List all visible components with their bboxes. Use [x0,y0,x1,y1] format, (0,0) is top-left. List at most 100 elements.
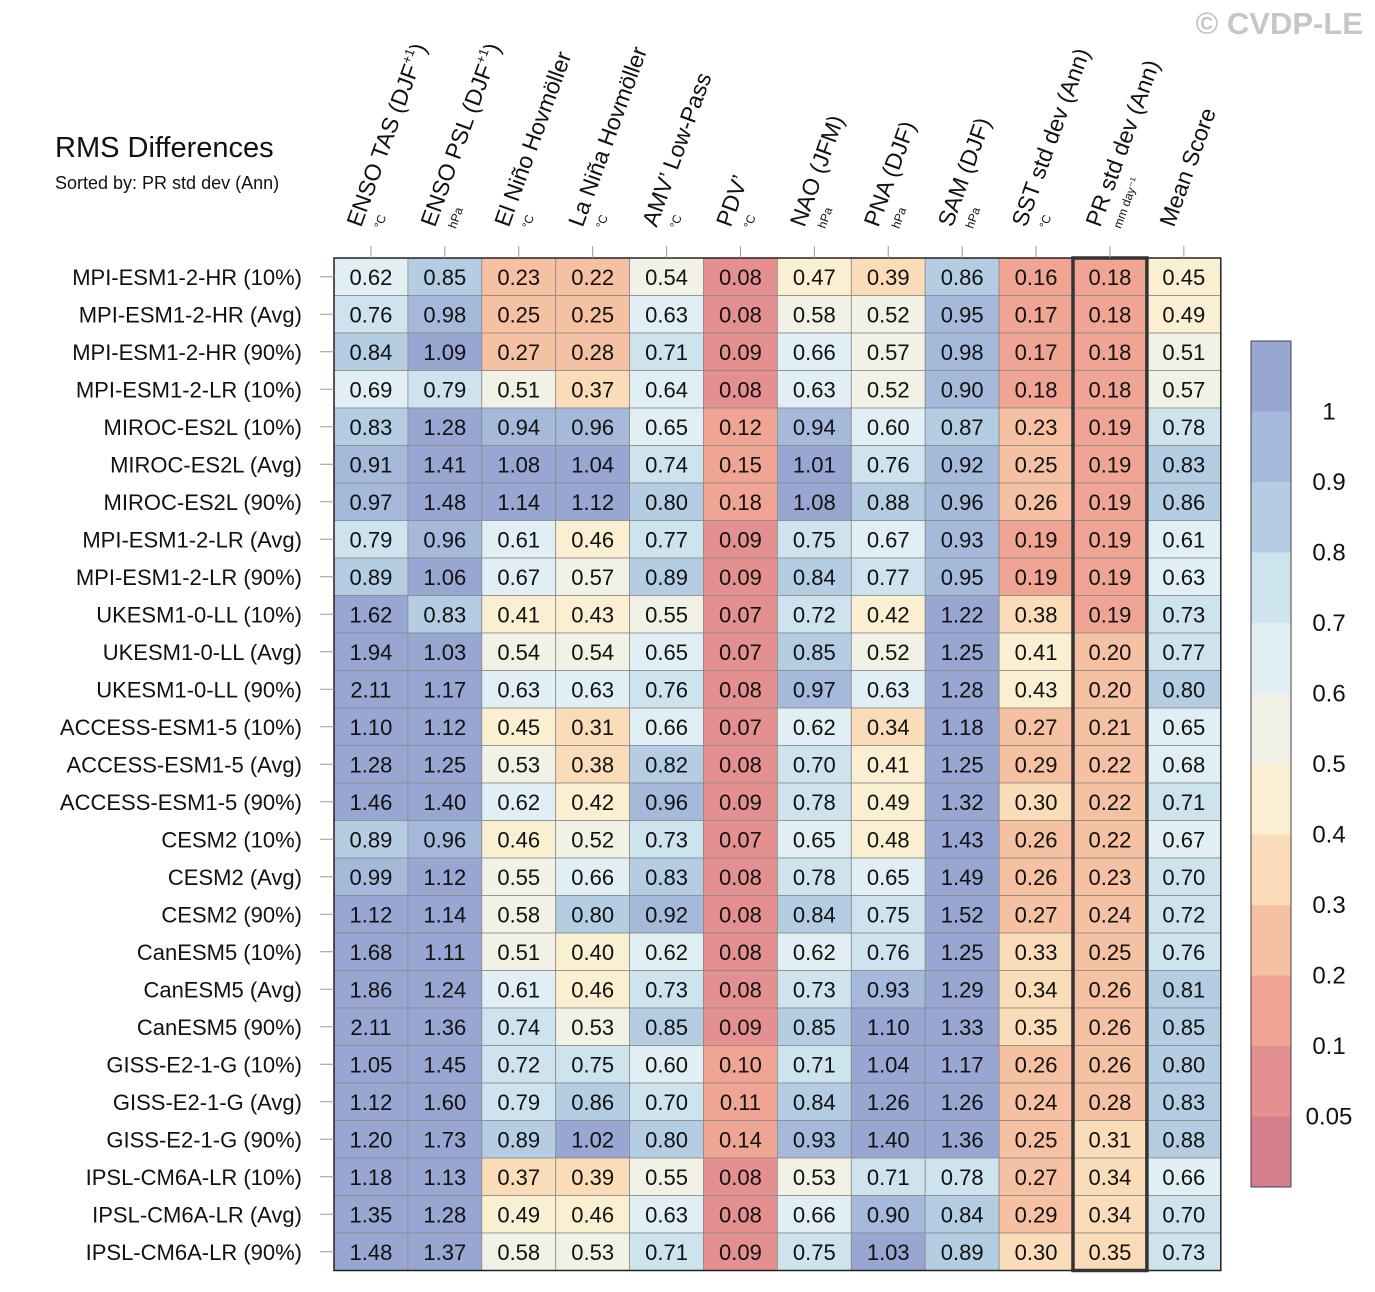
cell-value-label: 0.38 [1015,602,1058,627]
row-label: CanESM5 (Avg) [143,977,302,1002]
heatmap-cell [850,932,926,971]
heatmap-cell [1072,407,1148,446]
heatmap-cell [407,407,483,446]
heatmap-cell [777,932,852,971]
heatmap-cell [629,670,704,709]
cell-value-label: 0.80 [645,490,688,515]
cell-value-label: 1.09 [423,340,466,365]
row-label: GISS-E2-1-G (10%) [106,1052,302,1077]
cell-value-label: 0.40 [571,940,614,965]
heatmap-cell [1072,1082,1148,1121]
cell-value-label: 0.46 [571,527,614,552]
cell-value-label: 0.67 [1162,827,1205,852]
cell-value-label: 0.18 [719,490,762,515]
heatmap-cell [924,520,1000,559]
cell-value-label: 0.53 [571,1240,614,1265]
cell-value-label: 1.10 [867,1015,910,1040]
heatmap-cell [1072,745,1148,784]
cell-value-label: 0.19 [1015,565,1058,590]
heatmap-cell [998,970,1074,1009]
cell-value-label: 0.12 [719,415,762,440]
column-headers: ENSO TAS (DJF+1)°C ENSO PSL (DJF+1)hPa El … [341,40,1221,231]
heatmap-cell [777,1007,852,1046]
cell-value-label: 0.07 [719,640,762,665]
heatmap-cell [924,1195,1000,1234]
heatmap-cell [481,557,557,596]
heatmap-cell [555,332,631,371]
heatmap-cell [407,782,483,821]
row-label: MPI-ESM1-2-LR (90%) [76,565,302,590]
cell-value-label: 0.72 [793,602,836,627]
cell-value-label: 1.25 [941,752,984,777]
row-label: MIROC-ES2L (10%) [104,415,302,440]
cell-value-label: 0.57 [571,565,614,590]
heatmap-cell [924,557,1000,596]
cell-value-label: 1.36 [941,1127,984,1152]
colorbar-segment [1251,1046,1291,1117]
colorbar-tick-label: 0.2 [1312,963,1345,990]
axis-ticks [320,246,1185,1253]
cell-value-label: 0.22 [1089,752,1132,777]
heatmap-cell [777,707,852,746]
cell-value-label: 0.58 [497,902,540,927]
heatmap-cell [998,295,1074,334]
colorbar-tick-label: 0.4 [1312,822,1345,849]
row-label: CESM2 (10%) [161,827,302,852]
cell-value-label: 1.25 [423,752,466,777]
heatmap-cell [703,895,778,934]
heatmap-cell [1146,1195,1222,1234]
cell-value-label: 0.78 [793,790,836,815]
heatmap-cell [998,445,1074,484]
cell-value-label: 0.68 [1162,752,1205,777]
heatmap-cell [850,295,926,334]
cell-value-label: 0.63 [793,377,836,402]
cell-value-label: 0.86 [1162,490,1205,515]
cell-value-label: 0.92 [941,452,984,477]
heatmap-cell [481,370,557,409]
chart-subtitle: Sorted by: PR std dev (Ann) [55,173,279,193]
cell-value-label: 1.13 [423,1165,466,1190]
column-header: PNA (DJF)hPa [859,118,921,231]
heatmap-cell [1146,632,1222,671]
row-label: IPSL-CM6A-LR (90%) [86,1240,302,1265]
cell-value-label: 0.51 [497,940,540,965]
heatmap-cell [629,1120,704,1159]
heatmap-cell [998,595,1074,634]
cell-value-label: 0.71 [645,1240,688,1265]
cell-value-label: 0.89 [645,565,688,590]
cell-value-label: 0.41 [497,602,540,627]
heatmap-cell [703,482,778,521]
cell-value-label: 0.51 [1162,340,1205,365]
cell-value-label: 0.74 [645,452,688,477]
heatmap-cell [924,970,1000,1009]
cell-value-label: 0.58 [793,302,836,327]
cell-value-label: 0.96 [571,415,614,440]
colorbar-tick-label: 0.6 [1312,681,1345,708]
row-label: UKESM1-0-LL (10%) [96,602,302,627]
cell-value-label: 1.35 [350,1202,393,1227]
cell-value-label: 1.46 [350,790,393,815]
cell-value-label: 0.43 [571,602,614,627]
cell-value-label: 0.91 [350,452,393,477]
colorbar-segment [1251,482,1291,553]
cell-value-label: 0.19 [1089,527,1132,552]
cell-value-label: 0.22 [1089,790,1132,815]
cell-value-label: 0.57 [867,340,910,365]
cell-value-label: 1.04 [867,1052,910,1077]
heatmap-cell [407,1082,483,1121]
heatmap-cell [407,520,483,559]
heatmap-cell [333,670,409,709]
column-header-label: La Niña Hovmöller [563,43,652,230]
cell-value-label: 0.39 [867,265,910,290]
cell-value-label: 0.71 [1162,790,1205,815]
heatmap-cell [998,1120,1074,1159]
heatmap-cell [481,295,557,334]
cell-value-label: 0.26 [1015,1052,1058,1077]
heatmap-cell [924,857,1000,896]
cell-value-label: 0.63 [645,1202,688,1227]
cell-value-label: 2.11 [350,677,391,702]
heatmap-cell [777,745,852,784]
cell-value-label: 0.55 [497,865,540,890]
heatmap-cell [1146,1120,1222,1159]
cell-value-label: 0.66 [793,340,836,365]
